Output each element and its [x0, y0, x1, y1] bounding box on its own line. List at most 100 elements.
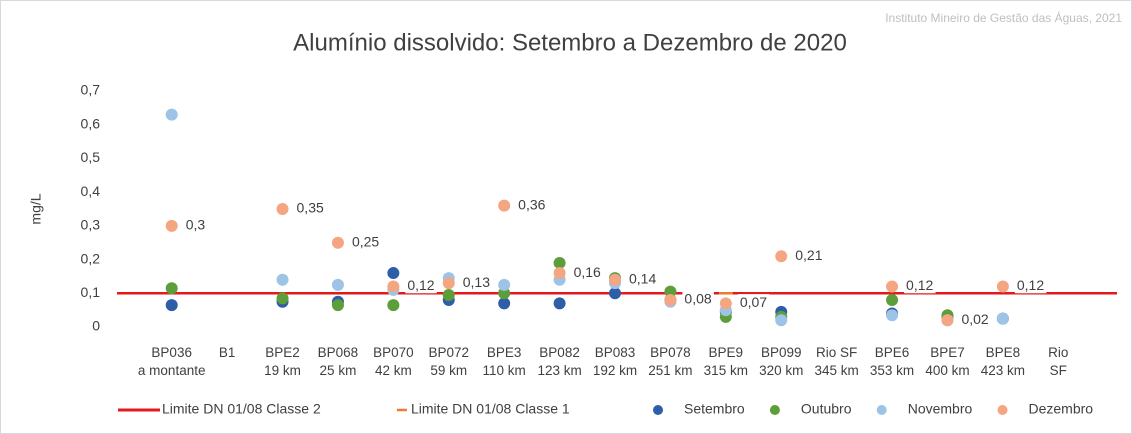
source: Instituto Mineiro de Gestão das Águas, 2…	[885, 10, 1122, 25]
x-tick-label: B1	[218, 345, 236, 360]
data-point	[276, 273, 289, 286]
x-tick-label: BP072 59 km	[428, 345, 470, 378]
x-tick-label: BPE2 19 km	[264, 345, 301, 378]
data-point	[387, 280, 400, 293]
data-label-bg	[959, 310, 991, 327]
data-point	[775, 250, 788, 263]
y-tick-label: 0,5	[81, 149, 101, 165]
data-point	[498, 287, 511, 300]
data-point	[387, 267, 400, 280]
x-tick-label: BP083 192 km	[592, 345, 638, 378]
data-label-bg	[904, 277, 936, 294]
data-label-bg	[793, 246, 825, 263]
data-label: 0,3	[186, 217, 206, 233]
x-tick-label: BPE8 423 km	[980, 345, 1026, 378]
data-point	[996, 280, 1009, 293]
x-tick-label: BP036 a montante	[137, 345, 206, 378]
data-point	[498, 297, 511, 310]
data-label: 0,08	[684, 291, 711, 307]
x-tick-label: BPE7 400 km	[925, 345, 970, 378]
data-label: 0,36	[518, 196, 545, 212]
data-point	[331, 278, 344, 291]
data-label-bg	[627, 270, 659, 287]
legend-label: Outubro	[801, 401, 852, 417]
data-point	[498, 199, 511, 212]
x-tick-label: BP082 123 km	[537, 345, 582, 378]
data-label-bg	[571, 263, 604, 280]
legend-label: Setembro	[684, 401, 745, 417]
data-point	[941, 314, 954, 327]
data-label: 0,07	[740, 294, 767, 310]
data-point	[165, 282, 178, 295]
data-label-bg	[294, 199, 326, 216]
data-point	[886, 280, 899, 293]
data-point	[886, 294, 899, 307]
data-label: 0,16	[574, 264, 601, 280]
legend-label: Dezembro	[1029, 401, 1094, 417]
data-point	[331, 236, 344, 249]
data-label-bg	[1014, 277, 1047, 294]
legend-label: Limite DN 01/08 Classe 2	[162, 401, 321, 417]
data-label: 0,02	[961, 311, 988, 327]
x-tick-label: Rio SF	[1048, 345, 1069, 378]
legend-swatch	[876, 405, 887, 415]
x-tick-label: BP068 25 km	[317, 345, 359, 378]
data-point	[165, 108, 178, 121]
y-axis-label: mg/L	[28, 193, 44, 224]
data-label: 0,13	[463, 274, 490, 290]
data-label-bg	[183, 216, 208, 233]
data-label-bg	[516, 196, 548, 213]
data-point	[165, 219, 178, 232]
data-point	[276, 292, 289, 305]
data-label: 0,12	[1017, 277, 1044, 293]
y-tick-label: 0	[92, 318, 100, 334]
x-tick-label: BP099 320 km	[759, 345, 804, 378]
data-point	[553, 267, 566, 280]
data-label-bg	[405, 277, 437, 294]
data-point	[276, 203, 289, 215]
data-point	[553, 297, 566, 310]
legend-label: Limite DN 01/08 Classe 1	[411, 401, 570, 417]
data-point	[165, 299, 178, 312]
x-tick-label: BPE3 110 km	[482, 345, 526, 378]
x-tick-label: BPE6 353 km	[869, 345, 915, 378]
data-point	[719, 297, 732, 310]
legend-swatch	[997, 405, 1008, 415]
data-point	[331, 299, 344, 312]
x-tick-label: BP070 42 km	[373, 345, 414, 378]
data-point	[609, 287, 621, 300]
data-point	[609, 273, 621, 286]
y-tick-label: 0,2	[81, 250, 101, 266]
data-point	[442, 288, 455, 301]
y-tick-label: 0,7	[81, 82, 101, 98]
legend-label: Novembro	[908, 401, 973, 417]
x-tick-label: BPE9 315 km	[703, 345, 748, 378]
data-point	[886, 309, 899, 322]
chart-title: Alumínio dissolvido: Setembro a Dezembro…	[293, 29, 847, 56]
data-label: 0,14	[629, 271, 656, 287]
data-label: 0,12	[407, 277, 434, 293]
data-label-bg	[737, 294, 770, 311]
data-point	[664, 285, 677, 298]
x-tick-label: BP078 251 km	[648, 345, 693, 378]
data-point	[387, 299, 400, 312]
data-point	[553, 256, 566, 269]
y-tick-label: 0,6	[81, 115, 101, 131]
data-point	[442, 277, 455, 290]
data-label: 0,21	[795, 247, 822, 263]
data-point	[996, 312, 1009, 325]
data-label-bg	[349, 233, 382, 250]
legend-swatch	[653, 405, 663, 415]
data-label: 0,12	[906, 277, 933, 293]
data-label-bg	[682, 290, 714, 307]
data-label-bg	[460, 273, 493, 290]
data-point	[498, 278, 511, 291]
data-point	[775, 314, 788, 327]
data-label: 0,25	[352, 233, 379, 249]
y-tick-label: 0,3	[81, 217, 101, 233]
x-tick-label: Rio SF 345 km	[814, 345, 859, 378]
y-tick-label: 0,4	[81, 183, 101, 199]
legend-swatch	[769, 405, 780, 415]
